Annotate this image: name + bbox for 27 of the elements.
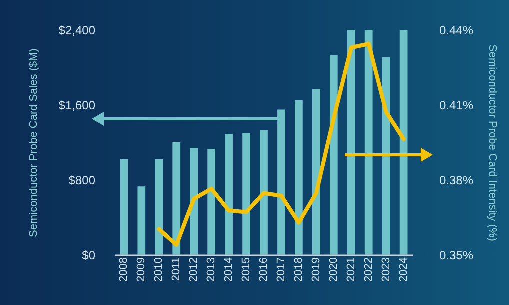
y-axis-title: Semiconductor Probe Card Sales ($M) [28, 48, 40, 238]
x-tick-label: 2014 [223, 258, 236, 282]
y2-tick-label: 0.35% [440, 248, 474, 262]
y2-tick-label: 0.41% [440, 98, 474, 112]
x-tick-label: 2022 [362, 258, 375, 282]
y-tick-label: $2,400 [58, 24, 96, 38]
x-tick-label: 2024 [398, 258, 410, 282]
y-tick-label: $1,600 [58, 98, 96, 112]
x-tick-label: 2021 [345, 258, 358, 282]
x-tick-label: 2023 [380, 258, 392, 282]
x-tick-label: 2010 [153, 258, 166, 282]
x-tick-label: 2011 [170, 258, 183, 282]
x-tick-label: 2017 [275, 258, 288, 282]
y2-axis-title: Semiconductor Probe Card Intensity (%) [486, 44, 499, 242]
y-tick-label: $0 [82, 248, 96, 262]
x-tick-label: 2013 [206, 258, 218, 282]
x-tick-label: 2009 [136, 258, 148, 282]
x-tick-label: 2020 [328, 258, 340, 282]
x-tick-label: 2012 [188, 258, 200, 282]
x-tick-label: 2018 [292, 258, 305, 282]
x-tick-label: 2019 [310, 258, 322, 282]
x-tick-label: 2008 [118, 258, 130, 282]
y-tick-label: $800 [68, 174, 96, 188]
y2-tick-label: 0.44% [440, 24, 474, 38]
x-tick-label: 2016 [258, 258, 270, 282]
x-tick-label: 2015 [240, 258, 253, 282]
y2-tick-label: 0.38% [440, 174, 474, 188]
